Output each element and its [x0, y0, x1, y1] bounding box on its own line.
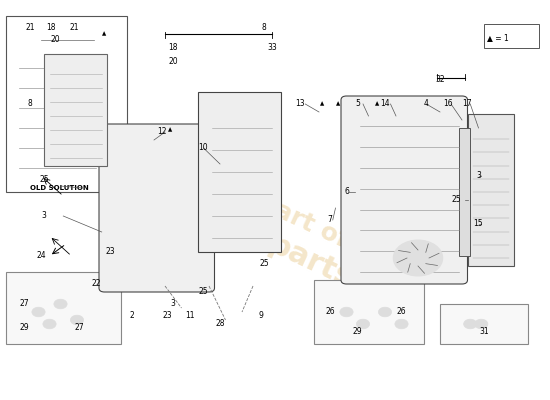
Circle shape	[70, 315, 84, 325]
Text: 8: 8	[262, 24, 266, 32]
Text: 32: 32	[435, 76, 445, 84]
Text: 2: 2	[130, 312, 134, 320]
Text: OLD SOLUTION: OLD SOLUTION	[30, 185, 89, 191]
Text: 10: 10	[199, 144, 208, 152]
FancyBboxPatch shape	[341, 96, 468, 284]
Text: 24: 24	[36, 252, 46, 260]
Text: ▲: ▲	[375, 102, 379, 106]
FancyBboxPatch shape	[459, 128, 470, 256]
Circle shape	[54, 299, 67, 309]
Text: 18: 18	[46, 24, 56, 32]
Text: 15: 15	[474, 220, 483, 228]
Text: 20: 20	[168, 58, 178, 66]
FancyBboxPatch shape	[6, 272, 121, 344]
Text: a part of: a part of	[231, 180, 351, 253]
Text: 8: 8	[28, 100, 32, 108]
Text: 20: 20	[50, 36, 60, 44]
Circle shape	[43, 319, 56, 329]
Text: ▲: ▲	[168, 128, 173, 132]
Text: 29: 29	[353, 328, 362, 336]
Text: 17: 17	[463, 100, 472, 108]
Text: 29: 29	[20, 324, 30, 332]
Text: 28: 28	[215, 320, 225, 328]
FancyBboxPatch shape	[44, 54, 107, 166]
FancyBboxPatch shape	[440, 304, 528, 344]
Text: 25: 25	[39, 176, 49, 184]
Text: ▲ = 1: ▲ = 1	[487, 33, 509, 42]
Text: 23: 23	[163, 312, 173, 320]
Text: 4: 4	[424, 100, 428, 108]
Text: 3: 3	[42, 212, 46, 220]
Circle shape	[340, 307, 353, 317]
Text: ▲: ▲	[102, 32, 107, 36]
Text: 3: 3	[171, 300, 175, 308]
Text: 25: 25	[452, 196, 461, 204]
FancyBboxPatch shape	[99, 124, 214, 292]
Text: GV: GV	[341, 175, 408, 217]
Text: 21: 21	[25, 24, 35, 32]
Text: 9: 9	[259, 312, 263, 320]
Text: 25: 25	[199, 288, 208, 296]
Circle shape	[395, 319, 408, 329]
Circle shape	[32, 307, 45, 317]
Text: 16: 16	[443, 100, 453, 108]
Text: 27: 27	[75, 324, 85, 332]
Text: 7: 7	[328, 216, 332, 224]
Text: 6: 6	[344, 188, 349, 196]
Text: 12: 12	[157, 128, 167, 136]
Text: 26: 26	[397, 308, 406, 316]
Circle shape	[475, 319, 488, 329]
Text: 33: 33	[267, 44, 277, 52]
Text: 5: 5	[355, 100, 360, 108]
Text: 3: 3	[476, 172, 481, 180]
Text: 23: 23	[105, 248, 115, 256]
Circle shape	[464, 319, 477, 329]
Text: 31: 31	[479, 328, 489, 336]
FancyBboxPatch shape	[314, 280, 424, 344]
Text: 25: 25	[259, 260, 269, 268]
Circle shape	[378, 307, 392, 317]
FancyBboxPatch shape	[6, 16, 126, 192]
Text: ▲: ▲	[336, 102, 340, 106]
Text: 14: 14	[380, 100, 390, 108]
Text: 18: 18	[168, 44, 178, 52]
FancyBboxPatch shape	[468, 114, 514, 266]
Text: 11: 11	[185, 312, 195, 320]
Text: 21: 21	[69, 24, 79, 32]
Text: 26: 26	[325, 308, 335, 316]
Circle shape	[356, 319, 370, 329]
Circle shape	[393, 240, 443, 276]
FancyBboxPatch shape	[484, 24, 539, 48]
Text: 13: 13	[295, 100, 305, 108]
FancyBboxPatch shape	[198, 92, 280, 252]
Text: 27: 27	[20, 300, 30, 308]
Text: 22: 22	[91, 280, 101, 288]
Text: ▲: ▲	[320, 102, 324, 106]
Text: parts: parts	[264, 230, 358, 294]
